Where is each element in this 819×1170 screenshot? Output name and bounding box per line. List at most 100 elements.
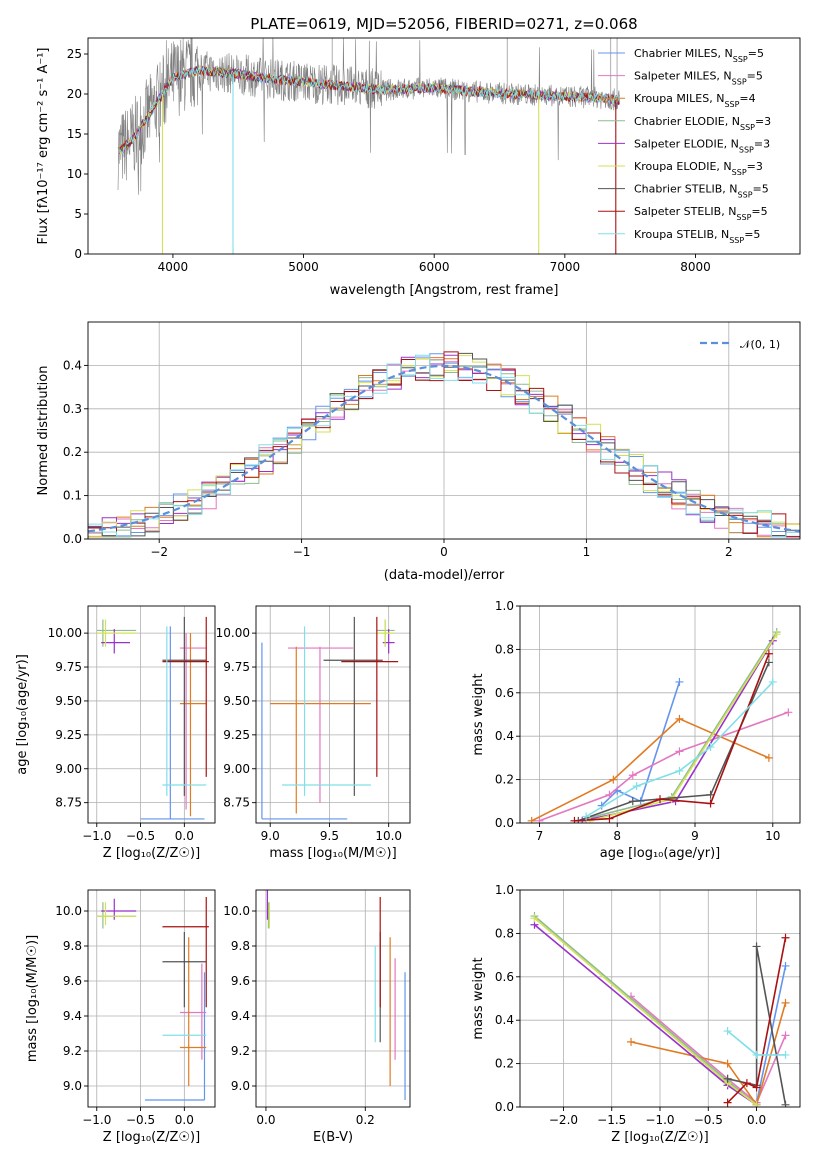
age_vs_mass-plot-area bbox=[261, 616, 399, 820]
x-tick-label: 10.0 bbox=[375, 829, 402, 843]
figure-title: PLATE=0619, MJD=52056, FIBERID=0271, z=0… bbox=[250, 15, 637, 33]
y-tick-label: 9.50 bbox=[55, 694, 82, 708]
weight-marker-chabrier_stelib bbox=[628, 797, 637, 806]
y-tick-label: 9.6 bbox=[231, 974, 250, 988]
x-tick-label: 0.0 bbox=[175, 829, 194, 843]
weight-marker-kroupa_stelib bbox=[723, 1027, 732, 1036]
y-tick-label: 9.6 bbox=[63, 974, 82, 988]
x-axis-label: Z [log₁₀(Z/Z☉)] bbox=[103, 1130, 200, 1145]
y-axis-label: mass [log₁₀(M/M☉)] bbox=[25, 935, 40, 1062]
x-tick-label: 1 bbox=[583, 545, 591, 559]
y-tick-label: 0.2 bbox=[63, 445, 82, 459]
x-tick-label: −1.0 bbox=[645, 1113, 674, 1127]
weight-marker-salpeter_stelib bbox=[706, 799, 715, 808]
y-axis-label: Flux [fλ10⁻¹⁷ erg cm⁻² s⁻¹ A⁻¹] bbox=[36, 48, 51, 245]
weight-marker-chabrier_stelib bbox=[752, 942, 761, 951]
massweight_vs_Z-panel: −2.0 −1.5 −1.0 −0.5 0.0 0.0 0.2 0.4 0.6 0.8 1.0 Z [… bbox=[471, 883, 801, 1145]
y-tick-label: 1.0 bbox=[495, 599, 514, 613]
x-tick-label: 8000 bbox=[680, 260, 711, 274]
weight-marker-kroupa_miles bbox=[764, 753, 773, 762]
weight-line-chabrier_miles bbox=[601, 681, 681, 807]
weight-marker-salpeter_stelib bbox=[752, 1083, 761, 1092]
y-axis-label: mass weight bbox=[471, 957, 486, 1039]
weight-marker-salpeter_miles bbox=[605, 790, 614, 799]
y-tick-label: 0.6 bbox=[495, 970, 514, 984]
spectrum-legend: Chabrier MILES, NSSP=5 Salpeter MILES, NS… bbox=[598, 47, 771, 244]
spectrum-plot-area bbox=[117, 38, 621, 254]
y-tick-label: 15 bbox=[67, 127, 82, 141]
y-tick-label: 9.00 bbox=[223, 762, 250, 776]
mass_vs_Z-panel: −1.0 −0.5 0.0 9.0 9.2 9.4 9.6 9.8 10.0 Z [log₁₀(Z… bbox=[25, 889, 216, 1145]
massweight_vs_Z-plot-area bbox=[530, 912, 790, 1107]
age_vs_Z-panel: −1.0 −0.5 0.0 8.75 9.00 9.25 9.50 9.75 10.00 Z [l… bbox=[15, 605, 216, 861]
y-tick-label: 0.3 bbox=[63, 402, 82, 416]
model-line-salpeter_stelib bbox=[119, 66, 620, 149]
weight-marker-kroupa_stelib bbox=[781, 1050, 790, 1059]
y-tick-label: 9.75 bbox=[55, 660, 82, 674]
legend-entry-chabrier_elodie: Chabrier ELODIE, NSSP=3 bbox=[634, 115, 771, 132]
weight-marker-salpeter_stelib bbox=[781, 933, 790, 942]
y-tick-label: 10 bbox=[67, 167, 82, 181]
spectrum-data-line bbox=[117, 38, 620, 195]
axes-frame bbox=[519, 605, 801, 824]
weight-marker-chabrier_miles bbox=[781, 961, 790, 970]
massweight_vs_age-plot-area bbox=[527, 628, 793, 823]
legend-entry-chabrier_stelib: Chabrier STELIB, NSSP=5 bbox=[634, 183, 769, 200]
y-tick-label: 10.0 bbox=[223, 904, 250, 918]
x-tick-label: 10 bbox=[765, 829, 780, 843]
y-tick-label: 0.2 bbox=[495, 1057, 514, 1071]
legend-entry-salpeter_elodie: Salpeter ELODIE, NSSP=3 bbox=[634, 137, 770, 154]
normal-curve bbox=[88, 364, 800, 533]
weight-marker-kroupa_stelib bbox=[752, 1050, 761, 1059]
y-tick-label: 9.4 bbox=[231, 1009, 250, 1023]
x-tick-label: −1 bbox=[293, 545, 311, 559]
y-tick-label: 10.00 bbox=[48, 626, 82, 640]
y-tick-label: 0.1 bbox=[63, 489, 82, 503]
y-tick-label: 0.8 bbox=[495, 642, 514, 656]
x-axis-label: Z [log₁₀(Z/Z☉)] bbox=[611, 1130, 708, 1145]
weight-marker-salpeter_stelib bbox=[656, 795, 664, 804]
y-tick-label: 9.0 bbox=[231, 1079, 250, 1093]
y-tick-label: 9.2 bbox=[231, 1044, 250, 1058]
y-tick-label: 25 bbox=[67, 47, 82, 61]
mass_vs_ebv-plot-area bbox=[266, 890, 406, 1100]
weight-marker-kroupa_elodie bbox=[772, 630, 781, 639]
axes-frame bbox=[87, 889, 216, 1108]
y-tick-label: 0.4 bbox=[495, 1013, 514, 1027]
y-tick-label: 9.50 bbox=[223, 694, 250, 708]
x-tick-label: −1.5 bbox=[597, 1113, 626, 1127]
legend-entry-chabrier_miles: Chabrier MILES, NSSP=5 bbox=[634, 47, 764, 64]
x-tick-label: 9.0 bbox=[261, 829, 280, 843]
y-tick-label: 0.4 bbox=[495, 729, 514, 743]
x-tick-label: 9.5 bbox=[320, 829, 339, 843]
y-tick-label: 0.0 bbox=[495, 816, 514, 830]
y-tick-label: 5 bbox=[74, 207, 82, 221]
weight-marker-kroupa_miles bbox=[781, 998, 790, 1007]
x-tick-label: 5000 bbox=[288, 260, 319, 274]
x-tick-label: 7 bbox=[536, 829, 544, 843]
y-tick-label: 9.2 bbox=[63, 1044, 82, 1058]
histogram-kroupa_stelib bbox=[88, 354, 800, 538]
x-tick-label: 0.0 bbox=[256, 1113, 275, 1127]
residuals-plot-area bbox=[88, 351, 800, 538]
y-tick-label: 9.8 bbox=[231, 939, 250, 953]
y-tick-label: 10.0 bbox=[55, 904, 82, 918]
y-tick-label: 9.25 bbox=[55, 728, 82, 742]
legend-entry-salpeter_miles: Salpeter MILES, NSSP=5 bbox=[634, 70, 763, 87]
x-axis-label: (data-model)/error bbox=[384, 568, 505, 583]
x-axis-label: mass [log₁₀(M/M☉)] bbox=[269, 846, 396, 861]
legend-entry-salpeter_stelib: Salpeter STELIB, NSSP=5 bbox=[634, 205, 768, 222]
x-tick-label: 0.0 bbox=[747, 1113, 766, 1127]
massweight_vs_age-panel: 7 8 9 10 0.0 0.2 0.4 0.6 0.8 1.0 age [log₁₀(age/yr… bbox=[471, 599, 801, 861]
y-axis-label: mass weight bbox=[471, 673, 486, 755]
axes-frame bbox=[87, 37, 801, 255]
axes-frame bbox=[255, 605, 411, 824]
weight-marker-salpeter_stelib bbox=[764, 649, 773, 658]
y-tick-label: 8.75 bbox=[55, 796, 82, 810]
residuals-panel: −2 −1 0 1 2 0.0 0.1 0.2 0.3 0.4 (data-model)/error… bbox=[36, 321, 801, 583]
x-tick-label: 0.2 bbox=[356, 1113, 375, 1127]
legend-entry-normal: 𝒩(0, 1) bbox=[740, 338, 780, 351]
x-tick-label: 4000 bbox=[158, 260, 189, 274]
legend-entry-kroupa_miles: Kroupa MILES, NSSP=4 bbox=[634, 92, 756, 109]
